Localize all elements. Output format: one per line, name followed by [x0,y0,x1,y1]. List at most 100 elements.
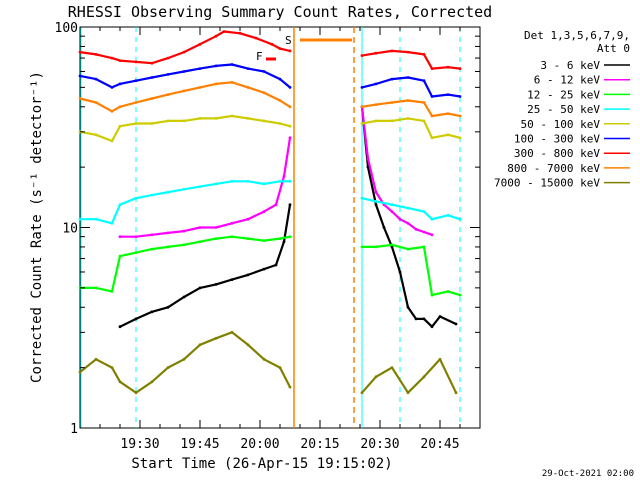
data-point [166,119,170,123]
data-point [446,65,450,69]
data-point [198,86,202,89]
data-point [214,82,218,86]
data-point [94,77,98,81]
data-point [262,210,266,214]
data-point [446,133,450,137]
data-point [118,124,122,128]
data-point [166,73,170,76]
data-point [430,67,434,70]
data-point [238,31,242,35]
data-point [390,101,394,104]
series-group [78,80,462,118]
data-point [458,67,462,70]
data-point [110,86,114,89]
data-point [198,343,202,347]
series-group [78,330,458,395]
data-point [198,185,202,189]
data-point [288,49,292,53]
data-point [288,235,292,239]
y-tick-label: 100 [55,21,78,36]
legend-label: 100 - 300 keV [514,133,600,146]
data-point [230,221,234,225]
data-point [422,210,426,214]
data-point [166,56,170,60]
data-point [438,357,442,361]
data-point [118,82,122,86]
data-point [214,283,218,286]
data-point [134,122,138,125]
data-point [134,251,138,255]
data-point [390,366,394,369]
data-point [262,70,266,73]
data-point [406,117,410,120]
legend-label: 300 - 800 keV [514,147,600,160]
data-point [278,179,282,183]
data-point [374,119,378,123]
data-point [78,370,82,374]
data-point [214,226,218,229]
y-tick-label: 10 [62,222,78,237]
flare-flag-label: F [256,50,263,63]
series-line [360,106,457,328]
data-point [182,70,186,73]
data-point [78,217,82,221]
data-point [150,193,154,197]
data-point [246,86,250,89]
data-point [390,119,394,123]
data-point [246,67,250,70]
data-point [262,91,266,95]
data-point [230,114,234,118]
data-point [134,391,138,395]
data-point [390,77,394,81]
legend: Det 1,3,5,6,7,9,Att 0 3 - 6 keV 6 - 12 keV… [494,29,630,190]
data-point [382,226,386,229]
data-point [166,305,170,309]
series-group [118,105,434,239]
data-point [134,235,138,239]
data-point [446,93,450,96]
data-point [78,97,82,100]
legend-label: 3 - 6 keV [540,59,600,72]
data-point [430,233,434,237]
data-point [438,315,442,318]
data-point [360,391,364,395]
data-point [390,210,394,214]
series-line [361,76,461,98]
data-point [430,95,434,98]
data-point [134,317,138,321]
data-point [150,76,154,79]
data-point [282,174,286,178]
data-point [390,49,394,53]
data-point [406,247,410,251]
data-point [374,200,378,203]
data-point [422,375,426,379]
data-point [198,117,202,120]
data-point [94,101,98,104]
data-point [414,227,418,231]
data-point [374,103,378,106]
saa-flag-label: S [285,34,292,47]
series-group [78,63,462,98]
data-point [458,95,462,98]
chart-title: RHESSI Observing Summary Count Rates, Co… [68,3,492,21]
x-tick-label: 20:00 [240,437,279,452]
data-point [150,233,154,237]
data-point [110,290,114,293]
data-point [230,63,234,66]
data-point [422,230,426,234]
data-point [360,54,364,57]
data-point [94,217,98,221]
data-point [374,203,378,207]
data-point [166,245,170,249]
legend-header: Det 1,3,5,6,7,9, [524,29,630,42]
data-point [274,263,278,267]
data-point [134,101,138,104]
data-point [246,237,250,241]
plot-area: S F 19:30 19:45 20:00 20:15 20:30 20:45 1 10 100 [55,21,481,452]
data-point [166,366,170,369]
data-point [390,243,394,247]
data-point [278,237,282,241]
data-point [422,119,426,123]
data-point [230,179,234,183]
data-point [246,217,250,221]
